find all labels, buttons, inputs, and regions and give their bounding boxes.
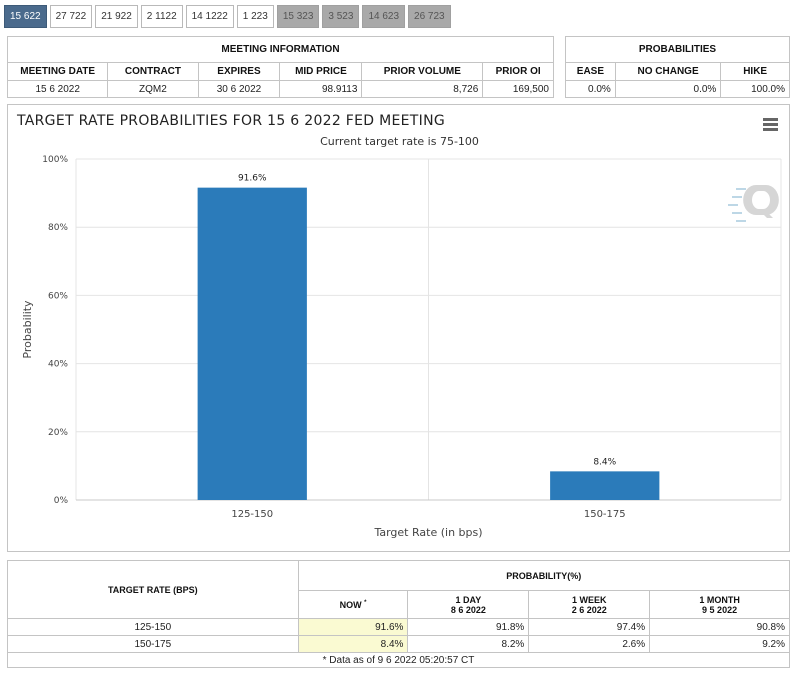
month-cell: 90.8% [649,618,790,636]
header-prior-oi: PRIOR OI [482,62,554,81]
x-tick-label: 150-175 [584,509,626,520]
ease-value: 0.0% [565,80,616,98]
bar-data-label: 8.4% [593,457,616,467]
table-row: 150-175 8.4% 8.2% 2.6% 9.2% [7,635,790,653]
meeting-information-table: MEETING INFORMATION MEETING DATE CONTRAC… [6,36,554,98]
y-tick-label: 40% [48,360,68,370]
tab-meeting-9[interactable]: 14 623 [362,5,406,28]
tab-meeting-2[interactable]: 27 722 [49,5,93,28]
meeting-date-value: 15 6 2022 [6,80,109,98]
bar-125-150[interactable] [197,187,307,501]
y-tick-label: 80% [48,223,68,233]
header-contract: CONTRACT [107,62,199,81]
y-axis-title: Probability [21,300,34,359]
no-change-value: 0.0% [614,80,722,98]
data-timestamp-footnote: * Data as of 9 6 2022 05:20:57 CT [7,652,790,668]
tab-meeting-8[interactable]: 3 523 [322,5,360,28]
header-no-change: NO CHANGE [614,62,722,81]
rate-cell: 125-150 [7,618,299,636]
header-meeting-date: MEETING DATE [6,62,109,81]
x-axis-title: Target Rate (in bps) [373,526,482,539]
header-1-day: 1 DAY 8 6 2022 [407,590,530,619]
table-row: 125-150 91.6% 91.8% 97.4% 90.8% [7,618,790,636]
y-tick-label: 20% [48,428,68,438]
tab-meeting-4[interactable]: 2 1122 [140,5,183,28]
bar-150-175[interactable] [550,471,660,500]
hike-value: 100.0% [720,80,790,98]
meeting-tabs: 15 622 27 722 21 922 2 1122 14 1222 1 22… [4,5,454,28]
y-tick-label: 100% [42,155,68,165]
y-tick-label: 60% [48,291,68,301]
tab-meeting-10[interactable]: 26 723 [408,5,451,28]
prior-volume-value: 8,726 [361,80,484,98]
tab-meeting-6[interactable]: 1 223 [236,5,274,28]
contract-value: ZQM2 [107,80,199,98]
expires-value: 30 6 2022 [197,80,281,98]
meeting-information-title: MEETING INFORMATION [7,36,554,63]
tab-meeting-7[interactable]: 15 323 [276,5,320,28]
probability-chart: 0% 20% 40% 60% 80% 100% 91.6% 125-150 8.4% 150-17… [21,155,782,539]
header-mid-price: MID PRICE [279,62,363,81]
x-tick-label: 125-150 [231,509,273,520]
chart-title: TARGET RATE PROBABILITIES FOR 15 6 2022 … [17,113,446,129]
header-hike: HIKE [720,62,790,81]
chart-menu-icon[interactable] [763,118,778,131]
y-tick-label: 0% [54,496,69,506]
rate-cell: 150-175 [7,635,299,653]
mid-price-value: 98.9113 [279,80,363,98]
tab-meeting-3[interactable]: 21 922 [95,5,138,28]
now-cell: 91.6% [297,618,409,636]
prior-oi-value: 169,500 [482,80,554,98]
week-cell: 97.4% [528,618,651,636]
header-prior-volume: PRIOR VOLUME [361,62,484,81]
tab-meeting-1[interactable]: 15 622 [4,5,47,28]
probability-history-table: TARGET RATE (BPS) PROBABILITY(%) NOW * 1… [7,560,791,668]
header-target-rate: TARGET RATE (BPS) [7,560,299,619]
header-1-week: 1 WEEK 2 6 2022 [528,590,651,619]
week-cell: 2.6% [528,635,651,653]
header-expires: EXPIRES [197,62,281,81]
month-cell: 9.2% [649,635,790,653]
header-now: NOW * [297,590,409,619]
chart-panel: 0% 20% 40% 60% 80% 100% 91.6% 125-150 8.4% 150-17… [7,104,790,552]
header-probability: PROBABILITY(%) [297,560,791,591]
q-logo-icon [728,185,779,222]
tab-meeting-5[interactable]: 14 1222 [185,5,234,28]
day-cell: 91.8% [407,618,530,636]
day-cell: 8.2% [407,635,530,653]
now-cell: 8.4% [297,635,409,653]
probabilities-title: PROBABILITIES [565,36,790,63]
now-asterisk: * [364,599,367,606]
bar-data-label: 91.6% [238,174,267,184]
chart-subtitle: Current target rate is 75-100 [320,135,479,148]
probabilities-table: PROBABILITIES EASE NO CHANGE HIKE 0.0% 0… [565,36,790,98]
header-1-month: 1 MONTH 9 5 2022 [649,590,790,619]
header-ease: EASE [565,62,616,81]
